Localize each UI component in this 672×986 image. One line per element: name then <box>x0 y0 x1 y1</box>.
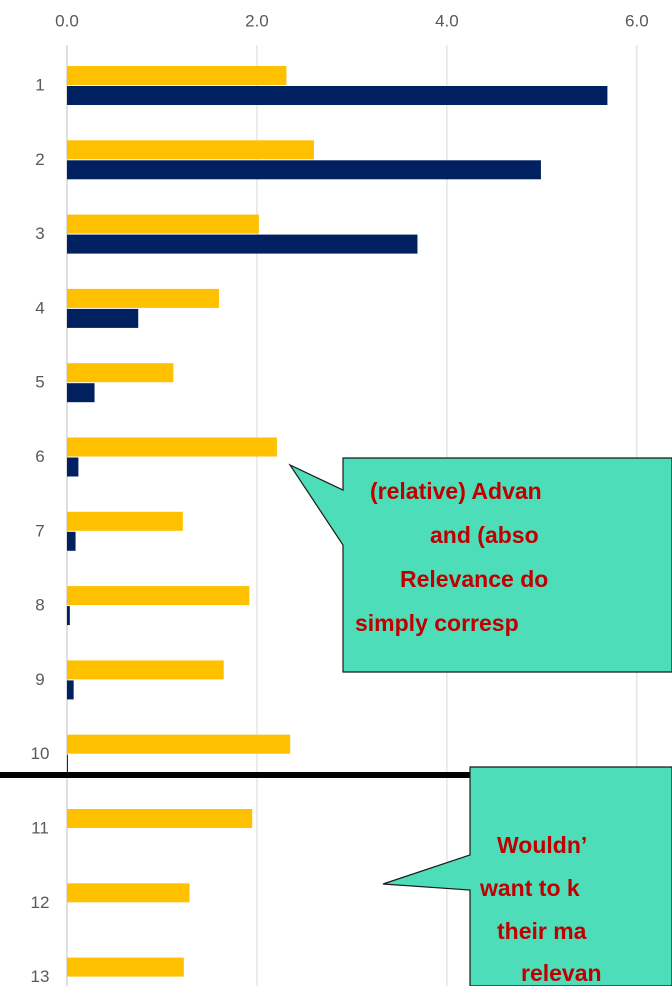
y-tick-label: 2 <box>35 150 44 169</box>
bar <box>67 457 79 477</box>
annotation-line: relevan <box>521 960 602 986</box>
bar <box>67 383 95 403</box>
y-tick-label: 11 <box>31 818 49 837</box>
bar <box>67 66 287 85</box>
bar <box>67 160 541 180</box>
annotation-line: Wouldn’ <box>497 832 587 858</box>
y-tick-label: 8 <box>35 596 44 615</box>
annotation-line: (relative) Advan <box>370 478 542 504</box>
y-tick-label: 5 <box>35 373 44 392</box>
bar <box>67 511 183 531</box>
y-tick-label: 12 <box>31 893 50 912</box>
x-tick-label: 4.0 <box>435 11 459 30</box>
bar <box>67 754 68 774</box>
y-tick-label: 3 <box>35 224 44 243</box>
y-tick-label: 13 <box>31 967 50 986</box>
bar <box>67 234 418 254</box>
bar <box>67 288 219 308</box>
y-tick-label: 6 <box>35 447 44 466</box>
bar <box>67 531 76 551</box>
bar <box>67 308 139 328</box>
x-tick-label: 6.0 <box>625 11 649 30</box>
bar <box>67 363 174 383</box>
annotation-line: Relevance do <box>400 566 548 592</box>
annotation-line: simply corresp <box>355 610 519 636</box>
y-tick-label: 7 <box>35 521 44 540</box>
x-tick-label: 0.0 <box>55 11 79 30</box>
annotations: (relative) Advan and (abso Relevance do sim… <box>355 478 602 986</box>
bar <box>67 957 184 977</box>
y-tick-label: 10 <box>31 744 50 763</box>
annotation-line: their ma <box>497 918 587 944</box>
bar <box>67 140 314 160</box>
y-tick-label: 4 <box>35 298 44 317</box>
bar <box>67 883 190 903</box>
bar <box>67 437 277 457</box>
bar <box>67 734 291 754</box>
annotation-line: and (abso <box>430 522 539 548</box>
bar <box>67 660 224 680</box>
x-tick-label: 2.0 <box>245 11 269 30</box>
annotation-line: want to k <box>479 875 580 901</box>
bar <box>67 86 608 105</box>
bars <box>67 66 608 977</box>
bar <box>67 809 253 828</box>
y-tick-label: 1 <box>35 75 44 94</box>
callout-box <box>288 457 672 673</box>
bar <box>67 680 74 700</box>
bar <box>67 586 250 606</box>
bar <box>67 214 259 234</box>
callout-box <box>382 766 672 986</box>
bar <box>67 606 70 626</box>
y-tick-label: 9 <box>35 670 44 689</box>
